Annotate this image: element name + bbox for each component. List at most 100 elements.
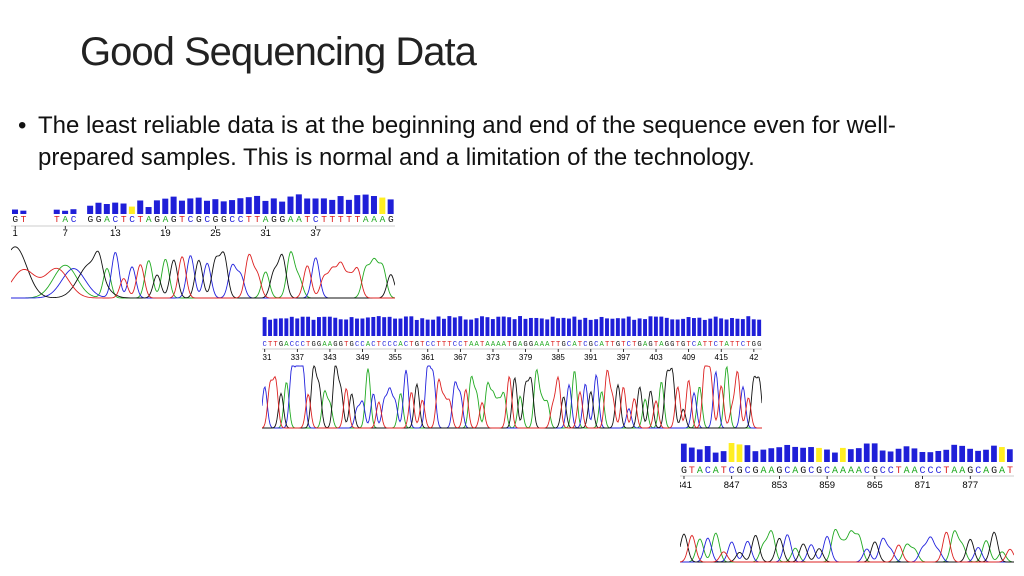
- quality-bar: [670, 319, 675, 336]
- quality-bar: [501, 316, 506, 336]
- quality-bar: [975, 450, 981, 462]
- quality-bar: [362, 194, 369, 214]
- base-call: T: [377, 341, 382, 349]
- base-call: G: [757, 341, 761, 349]
- quality-bar: [420, 318, 425, 336]
- quality-bar: [863, 443, 870, 462]
- quality-bar: [145, 207, 152, 214]
- quality-bar: [719, 318, 724, 336]
- base-call: A: [760, 466, 766, 477]
- quality-bar: [653, 316, 658, 336]
- quality-bar: [712, 452, 719, 462]
- quality-bar: [735, 318, 740, 336]
- quality-bar: [153, 200, 160, 214]
- quality-bar: [345, 199, 352, 214]
- base-call: A: [322, 341, 327, 349]
- base-call: A: [288, 214, 294, 225]
- quality-bar: [927, 452, 934, 462]
- quality-bar: [387, 316, 392, 336]
- base-call: T: [464, 341, 469, 349]
- base-call: T: [676, 341, 681, 349]
- base-call: C: [692, 341, 697, 349]
- base-call: T: [179, 214, 185, 225]
- base-call: G: [737, 466, 743, 477]
- position-label: 385: [552, 353, 566, 362]
- position-label: 42: [749, 353, 758, 362]
- quality-bar: [556, 318, 561, 336]
- quality-bar: [425, 319, 430, 336]
- quality-bar: [730, 318, 734, 336]
- base-call: T: [689, 466, 695, 477]
- base-call: G: [670, 341, 674, 349]
- trace-t: [262, 365, 762, 429]
- base-call: C: [360, 341, 365, 349]
- base-call: A: [371, 214, 377, 225]
- quality-bar: [621, 318, 626, 336]
- quality-bar: [485, 317, 490, 336]
- base-call: A: [983, 466, 989, 477]
- base-call: G: [213, 214, 219, 225]
- quality-bar: [728, 443, 735, 462]
- quality-bar: [610, 318, 615, 336]
- base-call: G: [350, 341, 354, 349]
- base-call: C: [927, 466, 933, 477]
- base-call: T: [409, 341, 414, 349]
- quality-bar: [403, 316, 408, 336]
- base-call: C: [880, 466, 886, 477]
- quality-bar: [95, 202, 102, 214]
- base-call: T: [556, 341, 561, 349]
- quality-bar: [245, 197, 252, 214]
- quality-bar: [262, 317, 267, 336]
- base-call: G: [317, 341, 321, 349]
- base-call: C: [71, 214, 77, 225]
- base-call: T: [268, 341, 273, 349]
- base-call: T: [304, 214, 310, 225]
- base-call: T: [355, 214, 361, 225]
- base-call: T: [344, 341, 349, 349]
- quality-bar: [490, 319, 495, 336]
- quality-bar: [895, 448, 902, 462]
- base-call: T: [442, 341, 447, 349]
- quality-bar: [270, 198, 277, 214]
- base-call: G: [12, 214, 18, 225]
- position-label: 847: [724, 480, 740, 491]
- position-label: 19: [160, 228, 171, 239]
- base-call: A: [643, 341, 648, 349]
- base-call: A: [380, 214, 386, 225]
- quality-bar: [545, 319, 550, 336]
- base-call: C: [745, 466, 751, 477]
- quality-bar: [588, 319, 593, 336]
- base-call: T: [330, 214, 336, 225]
- base-call: G: [96, 214, 102, 225]
- base-call: C: [371, 341, 376, 349]
- base-call: G: [648, 341, 652, 349]
- base-call: C: [290, 341, 295, 349]
- base-call: A: [904, 466, 910, 477]
- quality-bar: [824, 449, 830, 462]
- quality-bar: [713, 316, 718, 336]
- base-call: A: [163, 214, 169, 225]
- base-call: G: [681, 466, 687, 477]
- base-call: G: [776, 466, 782, 477]
- base-call: A: [848, 466, 854, 477]
- base-call: G: [221, 214, 227, 225]
- quality-bar: [195, 197, 202, 214]
- quality-bar: [371, 316, 376, 336]
- quality-bar: [637, 318, 642, 336]
- base-call: T: [420, 341, 425, 349]
- base-call: C: [888, 466, 894, 477]
- base-call: T: [610, 341, 615, 349]
- base-call: T: [254, 214, 260, 225]
- quality-bar: [550, 316, 555, 336]
- quality-bar: [512, 319, 517, 336]
- base-call: C: [431, 341, 436, 349]
- quality-bar: [686, 317, 691, 336]
- quality-bar: [697, 317, 702, 336]
- quality-bar: [757, 319, 762, 336]
- base-call: T: [721, 466, 727, 477]
- base-call: A: [545, 341, 550, 349]
- base-call: C: [583, 341, 588, 349]
- quality-bar: [178, 200, 185, 214]
- base-call: C: [238, 214, 244, 225]
